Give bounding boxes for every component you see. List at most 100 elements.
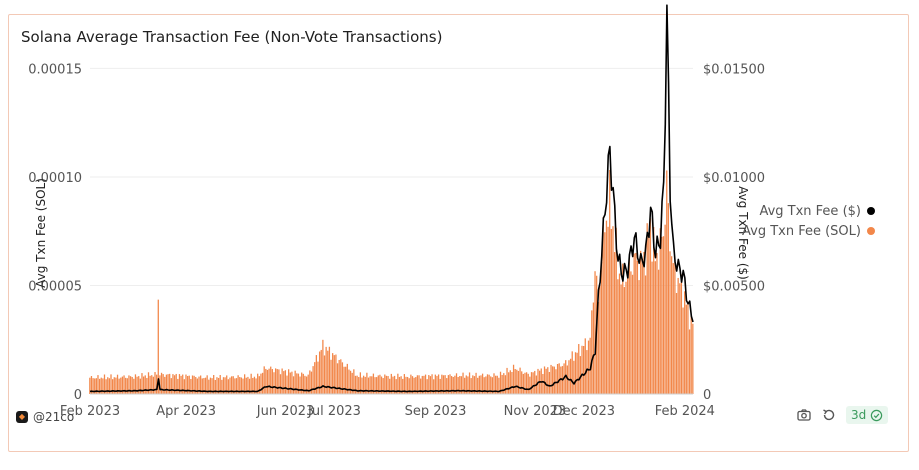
bar — [534, 370, 536, 394]
bar — [245, 377, 247, 394]
bar — [460, 376, 463, 394]
bar — [345, 366, 347, 394]
bar — [261, 372, 264, 394]
bar — [685, 304, 687, 394]
bar — [609, 169, 611, 394]
bar — [175, 373, 177, 394]
brand-handle: @21co — [33, 410, 75, 424]
bar — [203, 378, 205, 394]
bar — [408, 378, 410, 394]
bar — [618, 273, 621, 394]
bar — [512, 364, 515, 394]
bar — [392, 376, 394, 394]
legend-item-usd[interactable]: Avg Txn Fee ($) — [742, 201, 875, 221]
bar — [449, 374, 451, 394]
bar — [322, 339, 324, 394]
bar — [688, 329, 691, 394]
bar — [587, 340, 590, 394]
x-tick-label: Jul 2023 — [307, 404, 361, 419]
right-tick-label: $0.01500 — [703, 62, 765, 77]
bar — [144, 375, 146, 394]
bar — [418, 375, 420, 394]
legend-dot-sol — [866, 227, 875, 235]
legend-item-sol[interactable]: Avg Txn Fee (SOL) — [742, 221, 875, 241]
bar — [138, 376, 140, 394]
bar — [268, 368, 270, 394]
bar — [180, 375, 182, 394]
bar — [165, 374, 168, 394]
bar — [376, 377, 378, 394]
bar — [402, 378, 404, 394]
bar — [600, 261, 603, 394]
bar — [191, 375, 194, 394]
bar — [235, 378, 238, 394]
bar — [369, 376, 371, 394]
bar — [617, 279, 619, 394]
bar — [437, 374, 440, 394]
bar — [680, 274, 683, 394]
bar — [547, 367, 549, 394]
bar — [506, 367, 508, 394]
bar — [627, 276, 629, 394]
camera-icon[interactable] — [796, 407, 812, 423]
bar — [312, 366, 314, 394]
bar — [211, 378, 213, 394]
bar — [348, 369, 350, 394]
bar — [367, 377, 370, 394]
bar — [677, 277, 679, 394]
bar — [234, 378, 236, 394]
bar — [592, 302, 595, 394]
bar — [291, 371, 293, 394]
bar — [266, 369, 269, 394]
bar — [307, 374, 309, 394]
bar — [662, 236, 665, 394]
bar — [115, 377, 117, 394]
bar — [188, 375, 190, 394]
bar — [297, 373, 300, 394]
bar — [490, 376, 492, 394]
bar — [208, 379, 210, 394]
bar — [504, 375, 507, 394]
bar — [157, 299, 159, 394]
chart-title: Solana Average Transaction Fee (Non-Vote… — [21, 28, 443, 46]
bar — [305, 376, 308, 394]
bar — [250, 373, 252, 394]
bar — [556, 363, 559, 394]
bar — [560, 366, 562, 394]
bar — [294, 370, 296, 394]
bar — [454, 375, 456, 394]
check-circle-icon — [871, 409, 883, 421]
bar — [222, 377, 225, 394]
bar — [421, 375, 423, 394]
bar — [472, 375, 474, 394]
bar — [436, 375, 438, 394]
bar — [152, 376, 155, 394]
bar — [151, 375, 153, 394]
bar — [664, 224, 666, 394]
bar — [581, 345, 583, 394]
bar — [470, 378, 472, 394]
bar — [464, 377, 466, 394]
bar — [260, 373, 262, 394]
bar — [377, 375, 379, 394]
bar — [108, 378, 111, 394]
bar — [473, 376, 476, 394]
bar — [424, 374, 427, 394]
bar — [126, 378, 128, 394]
bar — [364, 376, 366, 394]
bar — [258, 376, 260, 394]
bar — [573, 360, 575, 394]
bar — [214, 379, 216, 394]
bar — [499, 371, 502, 394]
bar — [467, 376, 469, 394]
bar — [527, 373, 529, 394]
bar — [496, 375, 498, 394]
bar — [501, 374, 503, 394]
refresh-status-badge[interactable]: 3d — [846, 406, 889, 424]
bar — [465, 375, 467, 394]
bar — [263, 366, 265, 394]
bar — [323, 355, 326, 394]
reload-icon[interactable] — [821, 407, 837, 423]
brand-credit[interactable]: ◆ @21co — [16, 410, 74, 424]
x-tick-label: Apr 2023 — [156, 404, 216, 419]
